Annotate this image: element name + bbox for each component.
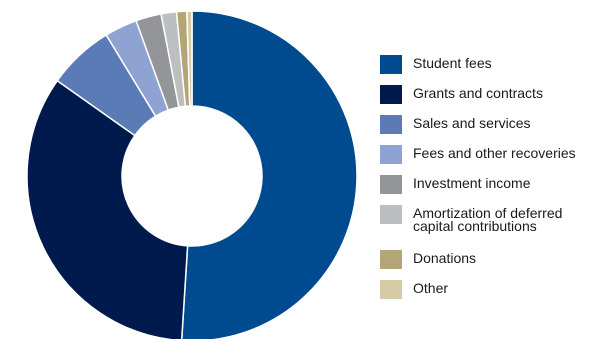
legend-swatch bbox=[380, 205, 402, 224]
legend-item: Sales and services bbox=[380, 115, 595, 134]
legend-swatch bbox=[380, 175, 402, 194]
legend-swatch bbox=[380, 55, 402, 74]
legend-item: Other bbox=[380, 280, 595, 299]
legend-swatch bbox=[380, 280, 402, 299]
slice-other bbox=[186, 10, 193, 107]
legend-label: Amortization of deferred capital contribu… bbox=[413, 205, 563, 234]
legend-label: Other bbox=[413, 280, 449, 296]
legend-item: Student fees bbox=[380, 55, 595, 74]
legend-swatch bbox=[380, 85, 402, 104]
legend-label: Investment income bbox=[413, 175, 531, 191]
legend-label: Student fees bbox=[413, 55, 492, 71]
legend-label: Sales and services bbox=[413, 115, 531, 131]
legend-label: Grants and contracts bbox=[413, 85, 543, 101]
slice-student-fees bbox=[180, 10, 358, 339]
legend-item: Donations bbox=[380, 250, 595, 269]
legend-swatch bbox=[380, 145, 402, 164]
legend-swatch bbox=[380, 250, 402, 269]
legend-label: Fees and other recoveries bbox=[413, 145, 576, 161]
slice-grants-and-contracts bbox=[26, 79, 189, 339]
legend-item: Fees and other recoveries bbox=[380, 145, 595, 164]
legend-item: Grants and contracts bbox=[380, 85, 595, 104]
legend-item: Amortization of deferred capital contribu… bbox=[380, 205, 595, 233]
legend-item: Investment income bbox=[380, 175, 595, 194]
legend-label: Donations bbox=[413, 250, 477, 266]
legend-swatch bbox=[380, 115, 402, 134]
